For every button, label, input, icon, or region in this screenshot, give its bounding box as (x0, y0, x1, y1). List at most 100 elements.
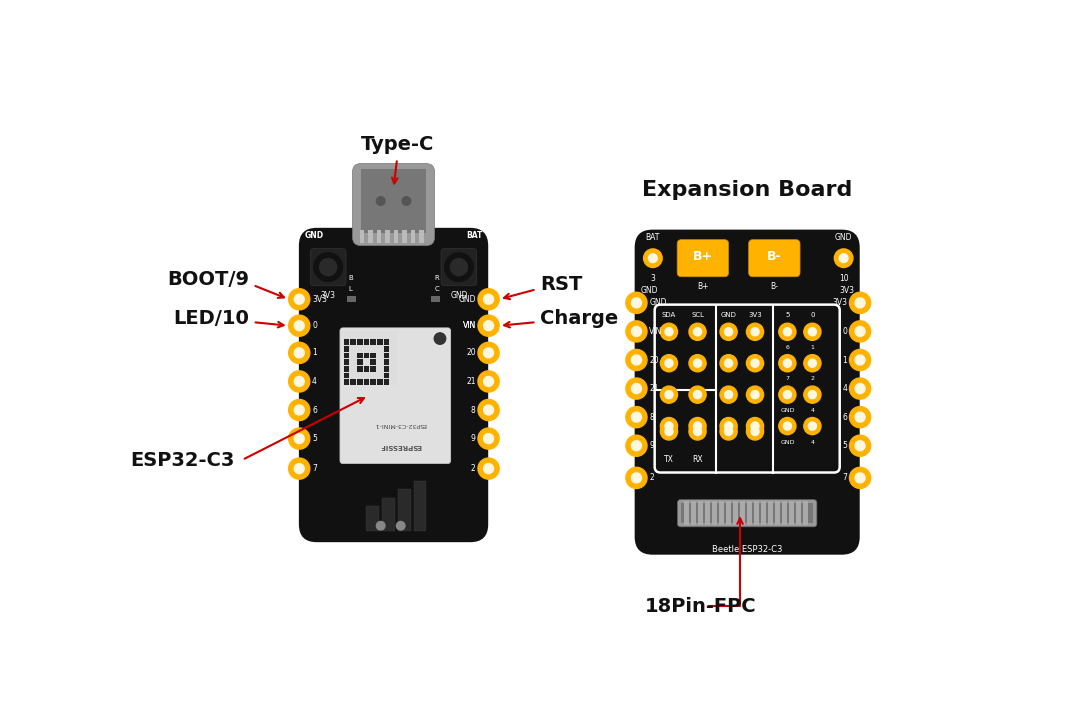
Bar (761, 501, 766, 526)
Circle shape (693, 428, 702, 436)
Bar (698, 501, 703, 526)
Circle shape (377, 521, 384, 530)
Text: 10: 10 (839, 274, 849, 283)
Text: 2: 2 (471, 464, 475, 473)
Circle shape (632, 355, 642, 365)
Bar (383, 353, 390, 359)
Bar (343, 331, 397, 385)
Bar (348, 297, 356, 302)
Text: 5: 5 (312, 434, 316, 443)
Circle shape (693, 359, 702, 367)
Bar (343, 353, 349, 359)
Circle shape (850, 435, 870, 456)
Text: 3: 3 (650, 274, 656, 283)
Bar (705, 501, 710, 526)
Circle shape (855, 298, 865, 308)
Bar (733, 501, 738, 526)
Bar (368, 230, 373, 243)
Text: VIN: VIN (649, 327, 662, 336)
Circle shape (693, 422, 702, 430)
Text: GND: GND (835, 233, 852, 243)
Text: LED/10: LED/10 (174, 309, 249, 328)
Bar (383, 379, 390, 385)
Bar (712, 501, 717, 526)
Bar (343, 339, 349, 345)
Circle shape (725, 328, 732, 336)
Circle shape (850, 321, 870, 342)
Bar (410, 230, 415, 243)
Circle shape (855, 412, 865, 422)
Bar (356, 379, 363, 385)
Bar (377, 339, 382, 345)
Circle shape (783, 328, 792, 336)
Circle shape (850, 378, 870, 399)
Text: 1: 1 (810, 345, 814, 350)
Text: GND: GND (450, 292, 468, 300)
Bar (775, 501, 780, 526)
Circle shape (746, 423, 764, 440)
Text: BAT: BAT (646, 233, 660, 243)
Circle shape (689, 423, 706, 440)
Text: GND: GND (780, 441, 795, 446)
FancyBboxPatch shape (340, 328, 450, 464)
Bar (382, 498, 395, 531)
Circle shape (434, 333, 446, 344)
Text: BAT: BAT (467, 231, 483, 240)
Bar (350, 339, 356, 345)
Bar (747, 501, 752, 526)
Circle shape (294, 294, 305, 305)
Circle shape (689, 355, 706, 372)
Text: GND: GND (780, 408, 795, 413)
Circle shape (484, 377, 494, 387)
Circle shape (445, 253, 473, 282)
Circle shape (804, 323, 821, 341)
Circle shape (751, 359, 759, 367)
Bar (350, 379, 356, 385)
Circle shape (783, 422, 792, 430)
Bar (360, 230, 364, 243)
Circle shape (808, 422, 816, 430)
Circle shape (484, 294, 494, 305)
Bar (789, 501, 794, 526)
Text: 1: 1 (312, 348, 316, 357)
Circle shape (478, 315, 499, 336)
Text: 21: 21 (649, 384, 659, 393)
Bar (370, 379, 376, 385)
Circle shape (850, 349, 870, 371)
Circle shape (377, 197, 384, 205)
Text: Covers-Proto Board(V1.0.0): Covers-Proto Board(V1.0.0) (690, 560, 805, 570)
Bar (719, 501, 724, 526)
Bar (383, 366, 390, 372)
Text: C: C (434, 286, 438, 292)
Circle shape (478, 428, 499, 449)
Bar (370, 339, 376, 345)
Bar (754, 501, 759, 526)
Circle shape (855, 473, 865, 483)
Circle shape (693, 391, 702, 399)
Circle shape (751, 328, 759, 336)
Circle shape (478, 289, 499, 310)
Circle shape (294, 433, 305, 444)
Bar (356, 353, 363, 359)
Text: Type-C: Type-C (361, 135, 434, 154)
Text: 8: 8 (471, 405, 475, 415)
FancyBboxPatch shape (677, 500, 816, 527)
Text: GND: GND (458, 294, 475, 304)
Circle shape (450, 258, 468, 276)
Circle shape (725, 359, 732, 367)
Circle shape (746, 323, 764, 341)
Bar (364, 339, 369, 345)
Text: B+: B+ (693, 251, 713, 264)
Circle shape (746, 355, 764, 372)
Circle shape (779, 355, 796, 372)
Bar (364, 353, 369, 359)
Circle shape (783, 391, 792, 399)
Circle shape (660, 323, 677, 341)
Text: 18Pin-FPC: 18Pin-FPC (645, 597, 757, 616)
FancyBboxPatch shape (441, 248, 476, 286)
Circle shape (804, 386, 821, 403)
Circle shape (779, 386, 796, 403)
Text: 6: 6 (785, 345, 789, 350)
Circle shape (626, 435, 647, 456)
Circle shape (804, 355, 821, 372)
